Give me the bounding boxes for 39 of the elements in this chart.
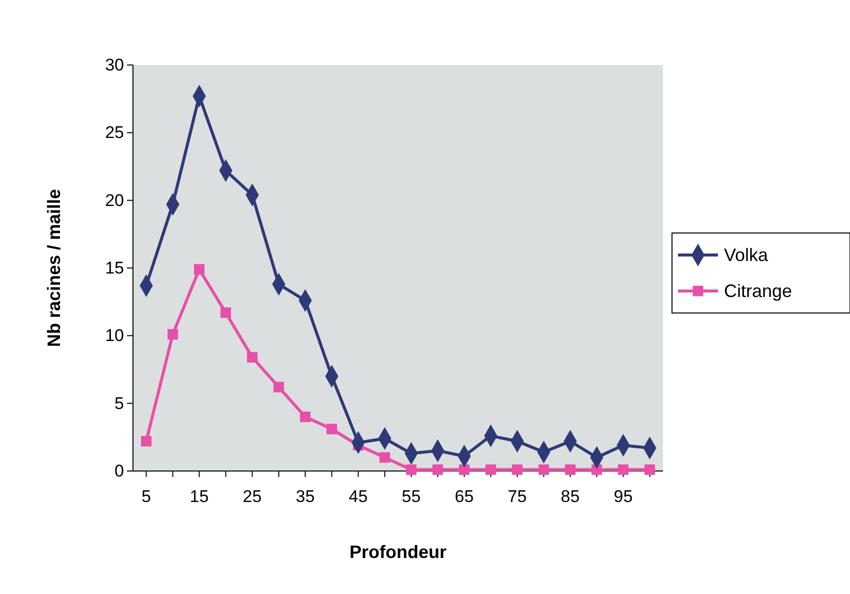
point [168, 329, 178, 340]
point [512, 464, 522, 475]
y-tick-label: 25 [105, 123, 124, 142]
x-tick-label: 45 [348, 487, 368, 506]
y-tick-label: 15 [105, 258, 124, 278]
y-tick-label: 0 [114, 461, 124, 480]
x-tick-label: 15 [190, 487, 209, 506]
point [247, 352, 258, 363]
y-tick-label: 10 [105, 326, 124, 346]
point [300, 412, 310, 422]
x-axis-title: Profondeur [350, 542, 446, 562]
legend-label: Citrange [724, 281, 792, 301]
x-tick-label: 85 [560, 487, 580, 506]
point [644, 464, 655, 475]
legend-label: Volka [724, 245, 770, 265]
point [432, 464, 443, 475]
x-tick-label: 55 [402, 487, 421, 506]
x-tick-label: 65 [454, 487, 474, 506]
x-tick-label: 35 [296, 487, 315, 506]
y-tick-label: 5 [114, 394, 124, 413]
x-tick-label: 5 [142, 487, 151, 506]
point [406, 464, 416, 475]
x-tick-label: 75 [508, 487, 527, 506]
point [459, 464, 470, 475]
point [220, 307, 231, 318]
y-tick-label: 20 [105, 190, 124, 210]
point [141, 436, 152, 446]
point [380, 452, 390, 463]
point [565, 464, 576, 475]
y-tick-label: 30 [105, 55, 124, 74]
point [538, 464, 549, 475]
y-axis-title: Nb racines / maille [44, 188, 64, 348]
point [486, 464, 496, 475]
point [274, 382, 284, 392]
x-tick-label: 25 [242, 487, 262, 506]
point [618, 464, 628, 475]
x-tick-label: 95 [614, 487, 633, 506]
point [326, 424, 337, 434]
point [194, 264, 204, 275]
